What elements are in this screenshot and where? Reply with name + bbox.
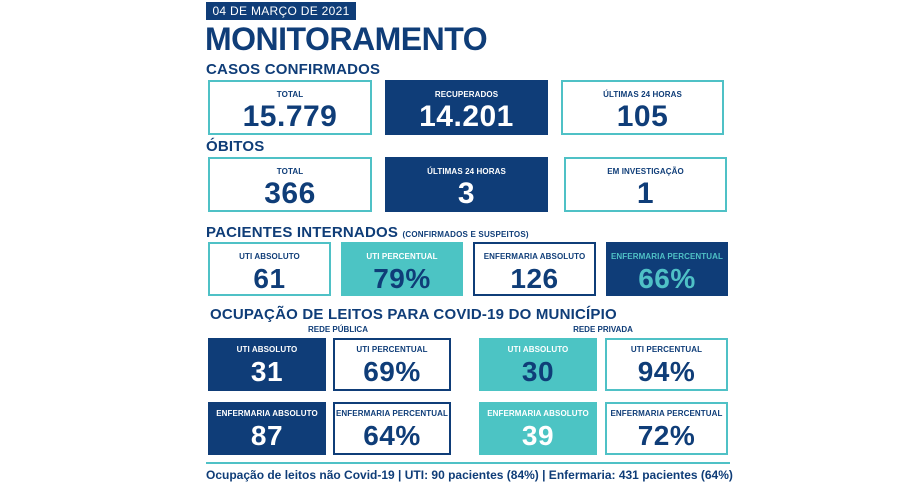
publica-enf-abs-value: 87 <box>250 420 284 451</box>
casos-recuperados-label: RECUPERADOS <box>434 90 499 99</box>
publica-uti-abs-value: 31 <box>250 356 284 387</box>
internados-uti-abs-label: UTI ABSOLUTO <box>239 252 300 261</box>
internados-enf-abs-label: ENFERMARIA ABSOLUTO <box>483 252 586 261</box>
privada-uti-pct-card: UTI PERCENTUAL 94% <box>605 338 728 391</box>
internados-uti-pct-label: UTI PERCENTUAL <box>366 252 438 261</box>
casos-ultimas24-card: ÚLTIMAS 24 HORAS 105 <box>561 80 724 135</box>
privada-enf-pct-card: ENFERMARIA PERCENTUAL 72% <box>605 402 728 455</box>
publica-uti-abs-label: UTI ABSOLUTO <box>236 345 298 354</box>
publica-enf-pct-card: ENFERMARIA PERCENTUAL 64% <box>333 402 451 455</box>
publica-enf-pct-value: 64% <box>363 420 421 451</box>
internados-enf-abs-card: ENFERMARIA ABSOLUTO 126 <box>473 242 596 296</box>
privada-uti-pct-label: UTI PERCENTUAL <box>630 345 703 354</box>
privada-uti-pct-value: 94% <box>637 356 696 387</box>
internados-uti-pct-value: 79% <box>373 263 431 294</box>
internados-enf-pct-card: ENFERMARIA PERCENTUAL 66% <box>606 242 728 296</box>
internados-enf-abs-value: 126 <box>510 263 559 294</box>
internados-enf-pct-label: ENFERMARIA PERCENTUAL <box>610 252 724 261</box>
publica-enf-pct-label: ENFERMARIA PERCENTUAL <box>335 409 449 418</box>
privada-enf-abs-label: ENFERMARIA ABSOLUTO <box>487 409 589 418</box>
casos-total-value: 15.779 <box>242 100 338 133</box>
publica-enf-abs-card: ENFERMARIA ABSOLUTO 87 <box>208 402 326 455</box>
obitos-investigacao-label: EM INVESTIGAÇÃO <box>607 167 684 176</box>
obitos-total-value: 366 <box>264 177 316 210</box>
obitos-total-card: TOTAL 366 <box>208 157 372 212</box>
casos-total-label: TOTAL <box>276 90 304 99</box>
obitos-investigacao-value: 1 <box>636 177 655 210</box>
casos-ultimas24-label: ÚLTIMAS 24 HORAS <box>603 90 682 99</box>
internados-uti-pct-card: UTI PERCENTUAL 79% <box>341 242 463 296</box>
obitos-ultimas24-value: 3 <box>457 177 476 210</box>
rede-privada-label: REDE PRIVADA <box>573 325 633 334</box>
footer-note: Ocupação de leitos não Covid-19 | UTI: 9… <box>206 468 733 482</box>
privada-enf-pct-value: 72% <box>637 420 696 451</box>
casos-recuperados-card: RECUPERADOS 14.201 <box>385 80 548 135</box>
privada-enf-abs-card: ENFERMARIA ABSOLUTO 39 <box>479 402 597 455</box>
casos-ultimas24-value: 105 <box>616 100 669 133</box>
internados-uti-abs-card: UTI ABSOLUTO 61 <box>208 242 331 296</box>
privada-uti-abs-label: UTI ABSOLUTO <box>507 345 569 354</box>
rede-publica-label: REDE PÚBLICA <box>307 325 368 334</box>
obitos-investigacao-card: EM INVESTIGAÇÃO 1 <box>564 157 727 212</box>
obitos-total-label: TOTAL <box>276 167 304 176</box>
publica-uti-abs-card: UTI ABSOLUTO 31 <box>208 338 326 391</box>
casos-recuperados-value: 14.201 <box>419 100 514 133</box>
internados-note: (CONFIRMADOS E SUSPEITOS) <box>402 230 529 239</box>
footer-divider <box>206 462 730 464</box>
page-title: MONITORAMENTO <box>205 21 488 57</box>
privada-enf-pct-label: ENFERMARIA PERCENTUAL <box>610 409 723 418</box>
ocupacao-title: OCUPAÇÃO DE LEITOS PARA COVID-19 DO MUNI… <box>210 306 617 323</box>
internados-enf-pct-value: 66% <box>638 263 696 294</box>
publica-enf-abs-label: ENFERMARIA ABSOLUTO <box>216 409 318 418</box>
internados-header: PACIENTES INTERNADOS (CONFIRMADOS E SUSP… <box>206 224 529 242</box>
privada-uti-abs-card: UTI ABSOLUTO 30 <box>479 338 597 391</box>
casos-confirmados-title: CASOS CONFIRMADOS <box>206 61 381 78</box>
publica-uti-pct-card: UTI PERCENTUAL 69% <box>333 338 451 391</box>
privada-uti-abs-value: 30 <box>521 356 555 387</box>
privada-enf-abs-value: 39 <box>521 420 555 451</box>
internados-uti-abs-value: 61 <box>253 263 286 294</box>
publica-uti-pct-label: UTI PERCENTUAL <box>356 345 428 354</box>
publica-uti-pct-value: 69% <box>363 356 421 387</box>
date-banner: 04 DE MARÇO DE 2021 <box>206 2 356 20</box>
obitos-ultimas24-label: ÚLTIMAS 24 HORAS <box>427 167 506 176</box>
internados-title: PACIENTES INTERNADOS <box>206 224 399 241</box>
obitos-ultimas24-card: ÚLTIMAS 24 HORAS 3 <box>385 157 548 212</box>
casos-total-card: TOTAL 15.779 <box>208 80 372 135</box>
obitos-title: ÓBITOS <box>206 138 265 155</box>
